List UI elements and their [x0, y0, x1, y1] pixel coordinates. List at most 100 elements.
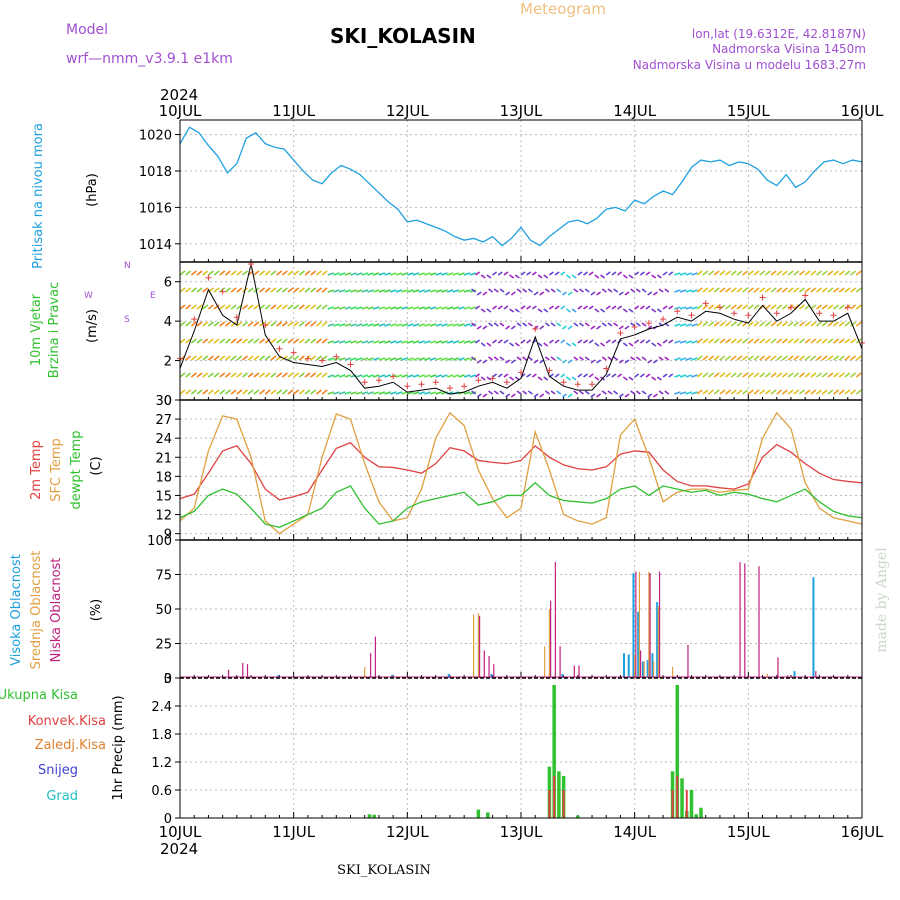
x-label-bottom: 12JUL	[386, 823, 429, 841]
wind-arrow	[196, 355, 203, 361]
wind-arrow	[764, 270, 771, 276]
wind-arrow	[821, 372, 828, 378]
wind-gust-mark	[475, 377, 482, 384]
wind-arrow	[730, 389, 737, 395]
wind-arrow	[230, 355, 237, 361]
cloud-bar-mid_cloud	[766, 673, 768, 678]
wind-arrow	[315, 287, 322, 293]
wind-arrow	[759, 287, 766, 293]
wind-arrow	[577, 373, 583, 378]
wind-arrow	[770, 270, 777, 276]
wind-arrow	[776, 338, 783, 344]
wind-arrow	[781, 389, 788, 395]
wind-gust-mark	[745, 312, 752, 319]
wind-arrow	[480, 376, 486, 381]
wind-arrow	[516, 356, 522, 361]
wind-arrow	[219, 389, 226, 395]
wind-arrow	[827, 372, 834, 378]
wind-arrow	[647, 291, 653, 296]
wind-arrow	[651, 308, 657, 313]
wind-arrow	[367, 391, 374, 395]
x-label-bottom: 16JUL	[841, 823, 884, 841]
wind-arrow	[361, 323, 369, 327]
wind-arrow	[190, 270, 197, 276]
y-tick-label: 27	[155, 413, 172, 428]
wind-arrow	[310, 389, 317, 395]
wind-arrow	[185, 270, 192, 276]
wind-arrow	[624, 393, 630, 398]
legend-total: Ukupna Kisa	[0, 688, 78, 703]
wind-arrow	[247, 372, 254, 378]
wind-arrow	[281, 372, 288, 378]
wind-arrow	[281, 338, 288, 344]
wind-arrow	[537, 342, 543, 347]
wind-arrow	[554, 271, 560, 276]
wind-arrow	[725, 304, 732, 310]
wind-arrow	[476, 393, 482, 398]
wind-arrow	[321, 321, 328, 327]
wind-arrow	[674, 340, 681, 344]
wind-arrow	[315, 372, 322, 378]
cloud-bar-low_cloud	[493, 664, 495, 678]
wind-arrow	[505, 291, 511, 296]
wind-arrow	[708, 338, 715, 344]
wind-arrow	[247, 287, 254, 293]
wind-arrow	[367, 340, 374, 344]
wind-arrow	[401, 323, 408, 327]
wind-arrow	[635, 356, 641, 361]
wind-arrow	[202, 304, 209, 310]
wind-arrow	[424, 323, 431, 327]
wind-arrow	[458, 272, 465, 276]
wind-arrow	[395, 340, 403, 344]
wind-arrow	[787, 338, 794, 344]
wind-arrow	[401, 374, 408, 378]
wind-arrow	[725, 270, 732, 276]
cloud-bar-high_cloud	[812, 577, 815, 678]
temp-unit: (C)	[89, 456, 104, 475]
wind-arrow	[691, 340, 698, 344]
cloud-bar-mid_cloud	[648, 571, 650, 678]
wind-arrow	[810, 372, 817, 378]
wind-arrow	[833, 338, 840, 344]
wind-arrow	[827, 287, 834, 293]
wind-arrow	[236, 338, 243, 344]
wind-arrow	[685, 289, 693, 293]
wind-arrow	[395, 289, 403, 293]
wind-arrow	[293, 338, 300, 344]
wind-arrow	[787, 321, 794, 327]
wind-arrow	[624, 359, 630, 364]
wind-arrow	[270, 287, 277, 293]
wind-arrow	[463, 374, 471, 378]
wind-arrow	[567, 291, 573, 296]
wind-arrow	[418, 289, 425, 293]
wind-arrow	[446, 306, 454, 310]
wind-arrow	[537, 274, 543, 279]
wind-arrow	[658, 288, 664, 293]
wind-arrow	[560, 271, 566, 276]
wind-arrow	[742, 389, 749, 395]
wind-arrow	[486, 274, 492, 279]
wind-arrow	[850, 321, 857, 327]
wind-arrow	[298, 321, 305, 327]
wind-arrow	[476, 291, 482, 296]
wind-arrow	[270, 389, 277, 395]
wind-arrow	[781, 355, 788, 361]
cloud-bar-low_cloud	[559, 646, 561, 678]
wind-arrow	[736, 287, 743, 293]
wind-arrow	[725, 355, 732, 361]
wind-arrow	[315, 270, 322, 276]
wind-arrow	[596, 393, 602, 398]
cloud-bar-low_cloud	[777, 657, 779, 678]
wind-arrow	[618, 359, 624, 364]
precip-bar-total_precip	[557, 771, 561, 818]
lonlat-text: lon,lat (19.6312E, 42.8187N)	[692, 27, 866, 41]
wind-arrow	[611, 339, 617, 344]
wind-arrow	[469, 340, 477, 344]
wind-arrow	[753, 338, 760, 344]
wind-arrow	[429, 306, 437, 310]
wind-arrow	[367, 289, 374, 293]
wind-arrow	[539, 359, 545, 364]
wind-arrow	[327, 289, 335, 293]
wind-arrow	[600, 308, 606, 313]
wind-arrow	[213, 372, 220, 378]
